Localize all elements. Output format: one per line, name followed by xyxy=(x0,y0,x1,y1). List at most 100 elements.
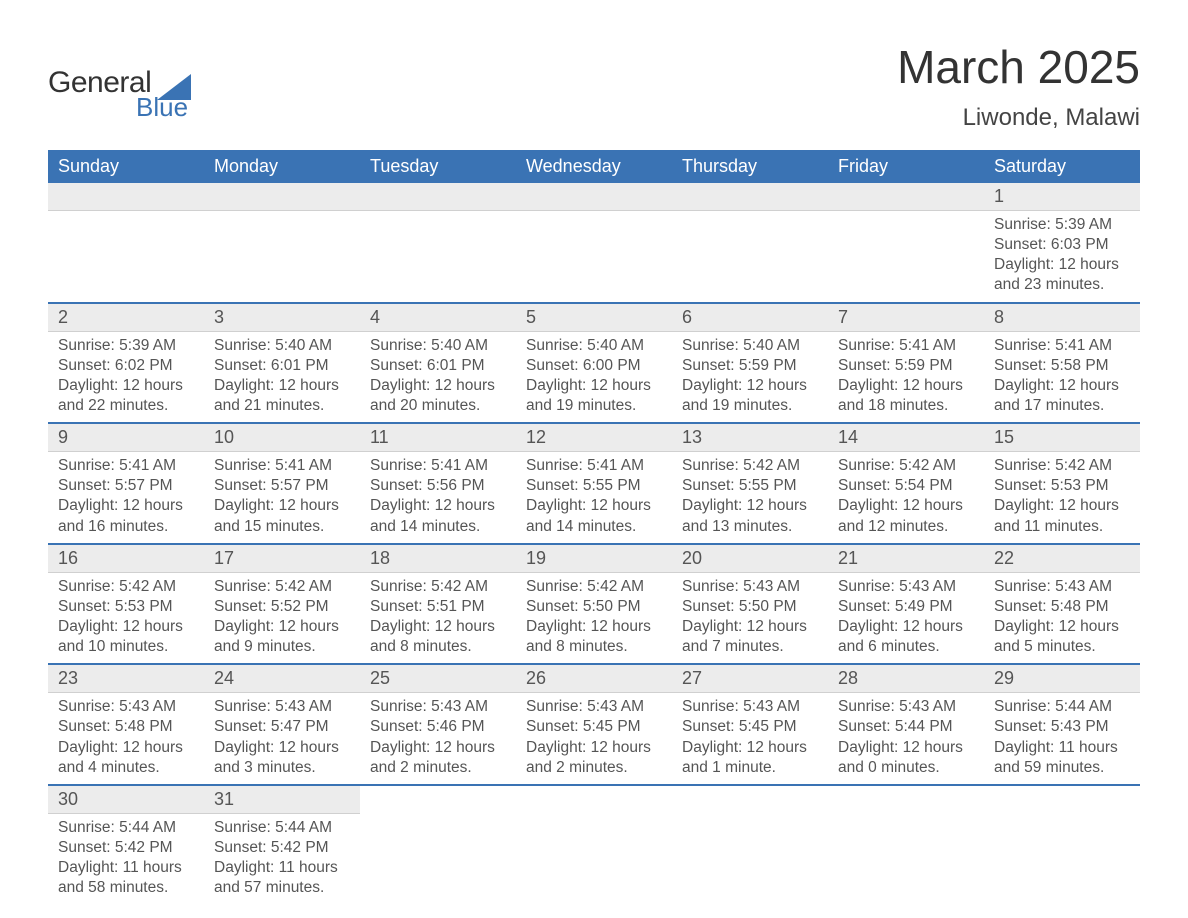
day-number: 28 xyxy=(828,665,984,693)
sunrise-text: Sunrise: 5:42 AM xyxy=(994,456,1130,476)
dayname: Thursday xyxy=(672,150,828,183)
calendar-cell xyxy=(984,786,1140,905)
sunrise-text: Sunrise: 5:43 AM xyxy=(370,697,506,717)
day-number: 31 xyxy=(204,786,360,814)
daylight-text: Daylight: 12 hours xyxy=(58,496,194,516)
daylight-text: Daylight: 12 hours xyxy=(214,376,350,396)
daylight-text: Daylight: 12 hours xyxy=(214,496,350,516)
sunset-text: Sunset: 5:55 PM xyxy=(682,476,818,496)
day-number xyxy=(516,183,672,211)
sunrise-text: Sunrise: 5:39 AM xyxy=(58,336,194,356)
daylight-text: Daylight: 12 hours xyxy=(526,376,662,396)
calendar-week: 1Sunrise: 5:39 AMSunset: 6:03 PMDaylight… xyxy=(48,183,1140,302)
sunrise-text: Sunrise: 5:39 AM xyxy=(994,215,1130,235)
sunset-text: Sunset: 5:42 PM xyxy=(58,838,194,858)
day-details: Sunrise: 5:43 AMSunset: 5:47 PMDaylight:… xyxy=(204,693,360,778)
daylight-text: Daylight: 12 hours xyxy=(370,496,506,516)
calendar-cell xyxy=(360,786,516,905)
dayname: Wednesday xyxy=(516,150,672,183)
day-details: Sunrise: 5:42 AMSunset: 5:51 PMDaylight:… xyxy=(360,573,516,658)
daylight-text: and 9 minutes. xyxy=(214,637,350,657)
day-details: Sunrise: 5:42 AMSunset: 5:53 PMDaylight:… xyxy=(984,452,1140,537)
day-details: Sunrise: 5:40 AMSunset: 6:00 PMDaylight:… xyxy=(516,332,672,417)
day-number xyxy=(672,183,828,211)
daylight-text: and 22 minutes. xyxy=(58,396,194,416)
day-details: Sunrise: 5:41 AMSunset: 5:59 PMDaylight:… xyxy=(828,332,984,417)
day-number: 18 xyxy=(360,545,516,573)
sunset-text: Sunset: 5:48 PM xyxy=(58,717,194,737)
daylight-text: Daylight: 12 hours xyxy=(370,617,506,637)
daylight-text: and 0 minutes. xyxy=(838,758,974,778)
day-details: Sunrise: 5:44 AMSunset: 5:43 PMDaylight:… xyxy=(984,693,1140,778)
day-details: Sunrise: 5:43 AMSunset: 5:49 PMDaylight:… xyxy=(828,573,984,658)
sunset-text: Sunset: 5:59 PM xyxy=(838,356,974,376)
sunset-text: Sunset: 5:44 PM xyxy=(838,717,974,737)
daylight-text: and 3 minutes. xyxy=(214,758,350,778)
calendar-cell: 26Sunrise: 5:43 AMSunset: 5:45 PMDayligh… xyxy=(516,665,672,784)
day-details: Sunrise: 5:43 AMSunset: 5:50 PMDaylight:… xyxy=(672,573,828,658)
day-details: Sunrise: 5:43 AMSunset: 5:46 PMDaylight:… xyxy=(360,693,516,778)
daylight-text: Daylight: 12 hours xyxy=(58,376,194,396)
sunrise-text: Sunrise: 5:42 AM xyxy=(682,456,818,476)
daylight-text: and 2 minutes. xyxy=(526,758,662,778)
day-number xyxy=(828,183,984,211)
sunrise-text: Sunrise: 5:41 AM xyxy=(58,456,194,476)
daylight-text: and 13 minutes. xyxy=(682,517,818,537)
sunrise-text: Sunrise: 5:41 AM xyxy=(838,336,974,356)
day-details: Sunrise: 5:43 AMSunset: 5:48 PMDaylight:… xyxy=(984,573,1140,658)
calendar-cell: 24Sunrise: 5:43 AMSunset: 5:47 PMDayligh… xyxy=(204,665,360,784)
calendar-week: 2Sunrise: 5:39 AMSunset: 6:02 PMDaylight… xyxy=(48,302,1140,423)
sunset-text: Sunset: 6:02 PM xyxy=(58,356,194,376)
day-number: 22 xyxy=(984,545,1140,573)
daylight-text: and 14 minutes. xyxy=(370,517,506,537)
day-details: Sunrise: 5:44 AMSunset: 5:42 PMDaylight:… xyxy=(48,814,204,899)
calendar-cell xyxy=(360,183,516,302)
dayname: Tuesday xyxy=(360,150,516,183)
daylight-text: Daylight: 12 hours xyxy=(838,617,974,637)
sunset-text: Sunset: 5:43 PM xyxy=(994,717,1130,737)
daylight-text: and 4 minutes. xyxy=(58,758,194,778)
sunrise-text: Sunrise: 5:41 AM xyxy=(994,336,1130,356)
day-number: 1 xyxy=(984,183,1140,211)
day-number: 10 xyxy=(204,424,360,452)
sunset-text: Sunset: 5:50 PM xyxy=(526,597,662,617)
sunrise-text: Sunrise: 5:43 AM xyxy=(526,697,662,717)
day-number: 12 xyxy=(516,424,672,452)
day-number: 26 xyxy=(516,665,672,693)
daylight-text: Daylight: 12 hours xyxy=(994,617,1130,637)
dayname: Sunday xyxy=(48,150,204,183)
daylight-text: Daylight: 12 hours xyxy=(838,376,974,396)
sunrise-text: Sunrise: 5:44 AM xyxy=(994,697,1130,717)
sunrise-text: Sunrise: 5:43 AM xyxy=(214,697,350,717)
sunset-text: Sunset: 5:58 PM xyxy=(994,356,1130,376)
calendar-cell: 15Sunrise: 5:42 AMSunset: 5:53 PMDayligh… xyxy=(984,424,1140,543)
sunset-text: Sunset: 6:01 PM xyxy=(370,356,506,376)
daylight-text: and 58 minutes. xyxy=(58,878,194,898)
daylight-text: Daylight: 12 hours xyxy=(526,617,662,637)
day-details: Sunrise: 5:41 AMSunset: 5:57 PMDaylight:… xyxy=(48,452,204,537)
day-number: 19 xyxy=(516,545,672,573)
day-number: 16 xyxy=(48,545,204,573)
title-block: March 2025 Liwonde, Malawi xyxy=(897,40,1140,132)
sunset-text: Sunset: 6:01 PM xyxy=(214,356,350,376)
daylight-text: and 17 minutes. xyxy=(994,396,1130,416)
daylight-text: and 16 minutes. xyxy=(58,517,194,537)
calendar-cell: 21Sunrise: 5:43 AMSunset: 5:49 PMDayligh… xyxy=(828,545,984,664)
daylight-text: and 10 minutes. xyxy=(58,637,194,657)
daylight-text: and 21 minutes. xyxy=(214,396,350,416)
calendar-cell: 1Sunrise: 5:39 AMSunset: 6:03 PMDaylight… xyxy=(984,183,1140,302)
calendar-cell: 3Sunrise: 5:40 AMSunset: 6:01 PMDaylight… xyxy=(204,304,360,423)
day-details: Sunrise: 5:40 AMSunset: 5:59 PMDaylight:… xyxy=(672,332,828,417)
calendar-cell: 11Sunrise: 5:41 AMSunset: 5:56 PMDayligh… xyxy=(360,424,516,543)
sunset-text: Sunset: 5:55 PM xyxy=(526,476,662,496)
day-details: Sunrise: 5:39 AMSunset: 6:02 PMDaylight:… xyxy=(48,332,204,417)
calendar-cell: 4Sunrise: 5:40 AMSunset: 6:01 PMDaylight… xyxy=(360,304,516,423)
daylight-text: and 59 minutes. xyxy=(994,758,1130,778)
daylight-text: and 14 minutes. xyxy=(526,517,662,537)
sunset-text: Sunset: 5:57 PM xyxy=(214,476,350,496)
sunset-text: Sunset: 5:52 PM xyxy=(214,597,350,617)
calendar-cell: 18Sunrise: 5:42 AMSunset: 5:51 PMDayligh… xyxy=(360,545,516,664)
sunset-text: Sunset: 5:59 PM xyxy=(682,356,818,376)
day-details: Sunrise: 5:42 AMSunset: 5:50 PMDaylight:… xyxy=(516,573,672,658)
daylight-text: and 23 minutes. xyxy=(994,275,1130,295)
